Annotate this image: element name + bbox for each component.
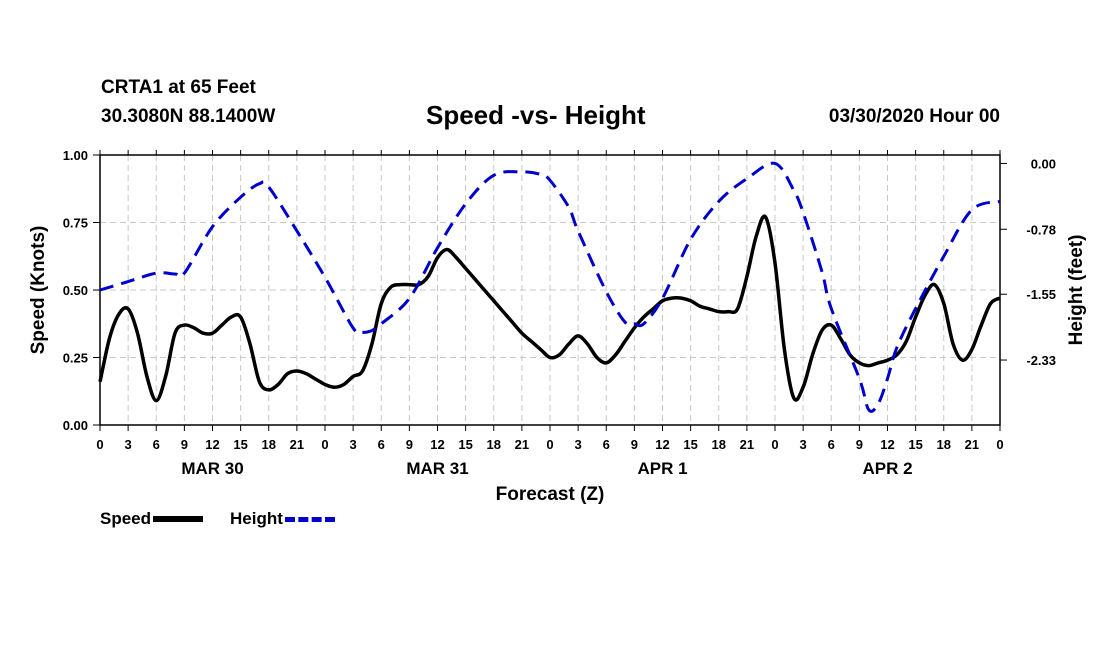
y-tick-label: 0.75 bbox=[63, 216, 88, 231]
x-tick-label: 6 bbox=[378, 437, 385, 452]
x-tick-label: 12 bbox=[205, 437, 219, 452]
x-tick-label: 15 bbox=[458, 437, 472, 452]
x-axis-title: Forecast (Z) bbox=[496, 484, 605, 505]
forecast-date: 03/30/2020 Hour 00 bbox=[828, 106, 1000, 127]
y2-tick-label: -0.78 bbox=[1026, 222, 1056, 237]
legend-height-label: Height bbox=[230, 509, 283, 528]
x-tick-label: 6 bbox=[153, 437, 160, 452]
coordinates-label: 30.3080N 88.1400W bbox=[101, 106, 276, 127]
x-tick-label: 6 bbox=[828, 437, 835, 452]
x-tick-label: 3 bbox=[350, 437, 357, 452]
legend-height-swatch bbox=[284, 516, 335, 522]
date-label: MAR 31 bbox=[406, 459, 468, 478]
y-tick-label: 0.00 bbox=[63, 418, 88, 433]
x-tick-label: 9 bbox=[631, 437, 638, 452]
y-tick-label: 0.25 bbox=[63, 351, 88, 366]
x-tick-label: 6 bbox=[603, 437, 610, 452]
y-axis-title: Speed (Knots) bbox=[28, 226, 49, 355]
x-tick-label: 12 bbox=[655, 437, 669, 452]
x-tick-label: 9 bbox=[406, 437, 413, 452]
date-label: APR 2 bbox=[862, 459, 912, 478]
x-tick-label: 18 bbox=[712, 437, 726, 452]
station-label: CRTA1 at 65 Feet bbox=[101, 77, 256, 98]
x-tick-label: 18 bbox=[487, 437, 501, 452]
chart-title: Speed -vs- Height bbox=[426, 100, 646, 130]
date-label: MAR 30 bbox=[181, 459, 243, 478]
legend-speed: Speed bbox=[100, 509, 204, 529]
x-tick-label: 12 bbox=[880, 437, 894, 452]
height-series-line bbox=[99, 161, 1001, 413]
legend-height: Height bbox=[230, 509, 335, 529]
y-tick-label: 1.00 bbox=[63, 148, 88, 163]
x-tick-label: 21 bbox=[740, 437, 754, 452]
y-tick-label: 0.50 bbox=[63, 283, 88, 298]
x-tick-label: 21 bbox=[515, 437, 529, 452]
x-tick-label: 15 bbox=[233, 437, 247, 452]
y2-tick-label: -1.55 bbox=[1026, 287, 1056, 302]
x-tick-label: 15 bbox=[683, 437, 697, 452]
x-tick-label: 18 bbox=[262, 437, 276, 452]
x-tick-label: 18 bbox=[937, 437, 951, 452]
y2-axis-title: Height (feet) bbox=[1066, 235, 1087, 346]
legend-speed-label: Speed bbox=[100, 509, 152, 528]
x-tick-label: 3 bbox=[125, 437, 132, 452]
x-tick-label: 0 bbox=[771, 437, 778, 452]
x-tick-label: 0 bbox=[546, 437, 553, 452]
y2-tick-label: -2.33 bbox=[1026, 353, 1056, 368]
x-tick-label: 0 bbox=[996, 437, 1003, 452]
x-tick-label: 0 bbox=[96, 437, 103, 452]
x-tick-label: 9 bbox=[181, 437, 188, 452]
x-tick-label: 21 bbox=[290, 437, 304, 452]
x-tick-label: 21 bbox=[965, 437, 979, 452]
x-tick-label: 12 bbox=[430, 437, 444, 452]
x-tick-label: 9 bbox=[856, 437, 863, 452]
x-tick-label: 3 bbox=[575, 437, 582, 452]
y2-tick-label: 0.00 bbox=[1031, 156, 1056, 171]
legend-speed-swatch bbox=[153, 516, 204, 522]
x-tick-label: 0 bbox=[321, 437, 328, 452]
x-tick-label: 3 bbox=[800, 437, 807, 452]
x-tick-label: 15 bbox=[908, 437, 922, 452]
date-label: APR 1 bbox=[637, 459, 687, 478]
